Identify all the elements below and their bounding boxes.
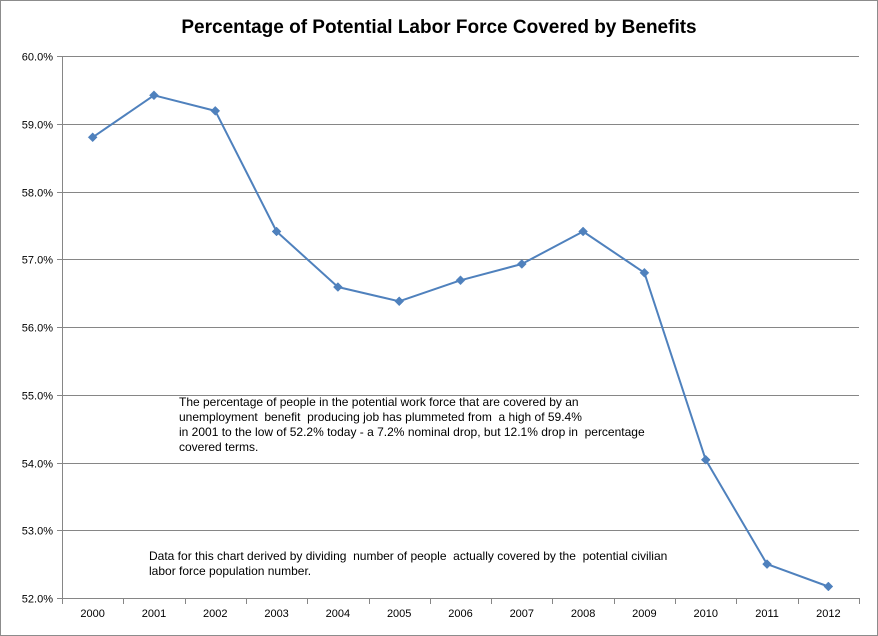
- x-tick-label: 2011: [755, 608, 779, 620]
- x-tick-label: 2001: [142, 608, 166, 620]
- data-point-2007: [516, 259, 527, 269]
- series-line: [92, 94, 829, 588]
- x-tick-label: 2005: [387, 608, 411, 620]
- y-tick-label: 57.0%: [22, 255, 53, 267]
- x-tick-label: 2004: [326, 608, 350, 620]
- data-point-2004: [333, 282, 343, 292]
- y-tick-label: 52.0%: [22, 594, 53, 606]
- x-axis-tick-labels: 2000 2001 2002 2003 2004 2005 2006 2007 2008 2009…: [80, 608, 840, 620]
- y-tick-label: 60.0%: [22, 52, 53, 64]
- y-tick-label: 55.0%: [22, 391, 53, 403]
- data-point-2005: [394, 296, 405, 307]
- x-tick-label: 2008: [571, 608, 595, 620]
- y-tick-label: 56.0%: [22, 323, 53, 335]
- axes: [57, 56, 860, 604]
- x-tick-label: 2012: [816, 608, 840, 620]
- data-series: [87, 90, 834, 592]
- y-axis-tick-labels: 52.0% 53.0% 54.0% 55.0% 56.0% 57.0% 58.0% 59.0%…: [22, 52, 53, 606]
- x-tick-label: 2007: [510, 608, 534, 620]
- y-tick-label: 54.0%: [22, 459, 53, 471]
- x-tick-label: 2010: [693, 608, 717, 620]
- data-point-2011: [762, 559, 772, 569]
- y-tick-label: 53.0%: [22, 526, 53, 538]
- data-point-2001: [149, 90, 159, 101]
- x-tick-label: 2000: [80, 608, 104, 620]
- data-point-2003: [271, 226, 282, 237]
- x-tick-label: 2002: [203, 608, 227, 620]
- x-tick-label: 2009: [632, 608, 656, 620]
- x-tick-label: 2003: [264, 608, 288, 620]
- data-point-2009: [639, 267, 650, 278]
- data-point-2002: [210, 106, 221, 116]
- y-tick-label: 59.0%: [22, 120, 53, 132]
- data-point-2006: [455, 275, 466, 286]
- chart-title: Percentage of Potential Labor Force Cove…: [181, 17, 697, 38]
- annotation-summary: The percentage of people in the potentia…: [179, 395, 645, 454]
- data-point-2008: [578, 226, 588, 237]
- y-tick-label: 58.0%: [22, 188, 53, 200]
- x-tick-label: 2006: [448, 608, 472, 620]
- annotation-data-source: Data for this chart derived by dividing …: [149, 549, 668, 578]
- data-point-2012: [823, 581, 834, 592]
- data-point-2010: [700, 454, 711, 465]
- data-point-2000: [87, 132, 98, 143]
